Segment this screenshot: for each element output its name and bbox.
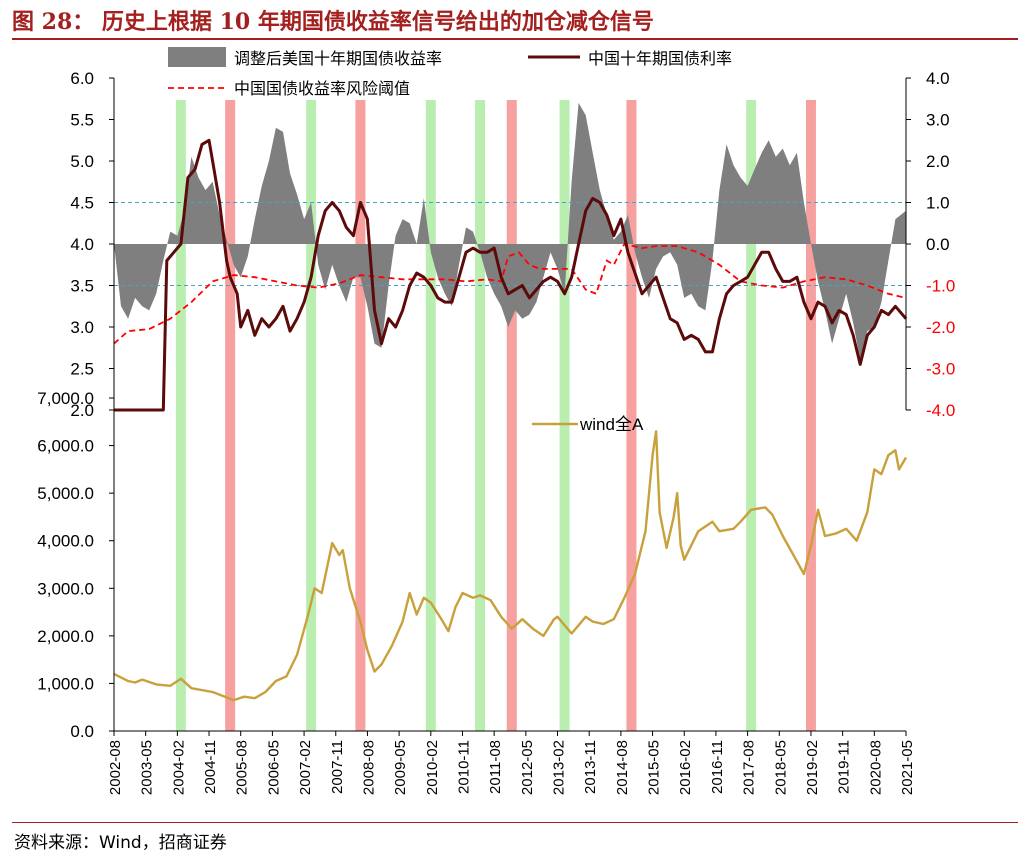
bottom-left-tick-label: 3,000.0	[37, 579, 94, 598]
x-tick-label: 2009-05	[392, 740, 409, 795]
bottom-left-tick-label: 6,000.0	[37, 437, 94, 456]
buy-signal-band	[475, 100, 486, 731]
legend-threshold-label: 中国国债收益率风险阈值	[234, 80, 410, 98]
x-tick-label: 2006-05	[265, 740, 282, 795]
sell-signal-band	[355, 100, 366, 731]
right-tick-label: -1.0	[926, 277, 955, 296]
x-tick-label: 2003-05	[139, 740, 156, 795]
bottom-left-tick-label: 2,000.0	[37, 627, 94, 646]
right-tick-label: 0.0	[926, 235, 950, 254]
left-tick-label: 2.0	[70, 401, 94, 420]
x-tick-label: 2012-05	[519, 740, 536, 795]
top-panel-lines	[113, 138, 908, 412]
x-tick-label: 2010-11	[456, 740, 473, 794]
source-note: 资料来源：Wind，招商证券	[14, 833, 227, 853]
x-tick-label: 2007-02	[297, 740, 314, 795]
bottom-left-tick-label: 1,000.0	[37, 674, 94, 693]
left-tick-label: 5.0	[70, 152, 94, 171]
title-rule	[12, 38, 1018, 40]
x-tick-label: 2013-02	[551, 740, 568, 795]
figure-title: 图 28： 历史上根据 10 年期国债收益率信号给出的加仓减仓信号	[12, 9, 654, 35]
x-tick-label: 2002-08	[107, 740, 124, 795]
bottom-panel-lines	[113, 430, 908, 702]
left-tick-label: 3.5	[70, 277, 94, 296]
wind-all-a-series	[113, 430, 908, 702]
legend-cn10y-label: 中国十年期国债利率	[588, 50, 732, 68]
sell-signal-band	[805, 100, 816, 731]
sell-signal-band	[626, 100, 637, 731]
x-tick-label: 2018-05	[772, 740, 789, 795]
legend-wind-label: wind全A	[579, 415, 644, 434]
x-tick-label: 2014-08	[614, 740, 631, 795]
x-tick-label: 2005-08	[234, 740, 251, 795]
x-tick-label: 2021-05	[899, 740, 916, 795]
us-adjusted-yield-series	[114, 102, 906, 361]
right-tick-label: 2.0	[926, 152, 950, 171]
signal-bands	[175, 100, 816, 731]
x-tick-label: 2004-11	[202, 740, 219, 794]
x-tick-label: 2011-08	[487, 740, 504, 794]
x-tick-label: 2016-11	[709, 740, 726, 794]
bottom-left-tick-label: 0.0	[70, 722, 94, 741]
axes: 6.0 5.5 5.0 4.5 4.0 3.5 3.0 2.5 2.0 4.0 3.0 2.0 1.0 0…	[37, 69, 955, 795]
left-tick-label: 4.0	[70, 235, 94, 254]
right-tick-label: -2.0	[926, 318, 955, 337]
buy-signal-band	[559, 100, 570, 731]
x-tick-label: 2004-02	[170, 740, 187, 795]
left-tick-label: 2.5	[70, 360, 94, 379]
x-tick-label: 2007-11	[329, 740, 346, 794]
x-tick-label: 2019-02	[804, 740, 821, 795]
bottom-left-tick-label: 5,000.0	[37, 484, 94, 503]
reference-lines	[114, 202, 906, 286]
threshold-series	[113, 242, 907, 345]
right-tick-label: 4.0	[926, 69, 950, 88]
x-tick-label: 2020-08	[867, 740, 884, 795]
x-tick-label: 2010-02	[424, 740, 441, 795]
buy-signal-band	[306, 100, 317, 731]
right-tick-label: -3.0	[926, 360, 955, 379]
buy-signal-band	[425, 100, 436, 731]
bottom-left-tick-label: 7,000.0	[37, 389, 94, 408]
left-tick-label: 4.5	[70, 194, 94, 213]
x-tick-label: 2015-05	[646, 740, 663, 795]
sell-signal-band	[506, 100, 517, 731]
legend-us-label: 调整后美国十年期国债收益率	[234, 50, 442, 68]
x-tick-label: 2019-11	[836, 740, 853, 794]
right-tick-label: 3.0	[926, 111, 950, 130]
x-tick-label: 2013-11	[582, 740, 599, 794]
right-tick-label: -4.0	[926, 401, 955, 420]
left-tick-label: 5.5	[70, 111, 94, 130]
left-tick-label: 6.0	[70, 69, 94, 88]
x-tick-label: 2016-02	[677, 740, 694, 795]
left-tick-label: 3.0	[70, 318, 94, 337]
footer-rule	[12, 822, 1018, 823]
legend-us-swatch	[168, 47, 226, 67]
sell-signal-band	[225, 100, 236, 731]
right-tick-label: 1.0	[926, 194, 950, 213]
us-adjusted-yield-area	[114, 102, 906, 361]
buy-signal-band	[175, 100, 186, 731]
x-tick-label: 2008-08	[360, 740, 377, 795]
bottom-left-tick-label: 4,000.0	[37, 532, 94, 551]
x-tick-label: 2017-08	[741, 740, 758, 795]
buy-signal-band	[746, 100, 757, 731]
cn10y-series	[114, 138, 908, 412]
